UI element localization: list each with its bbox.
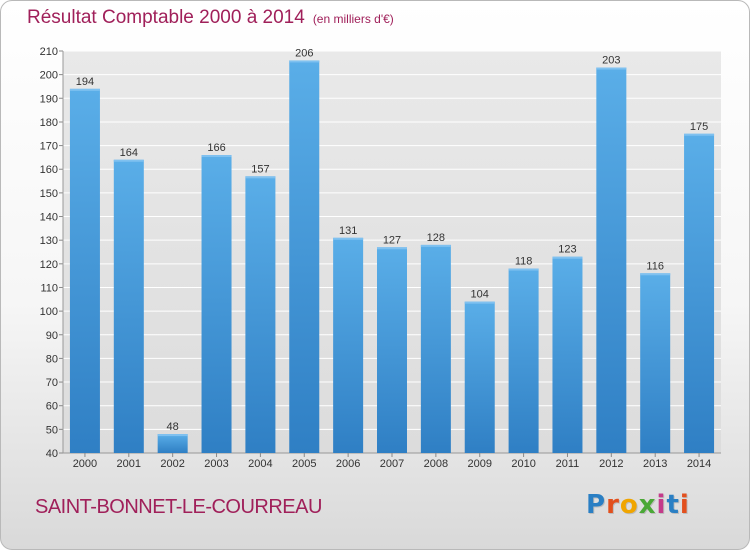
bar-highlight	[69, 88, 100, 91]
bar	[113, 159, 144, 453]
title-text: Résultat Comptable 2000 à 2014	[27, 7, 305, 28]
x-tick-label: 2005	[292, 458, 316, 470]
x-tick-label: 2012	[599, 458, 623, 470]
y-tick-label: 70	[46, 377, 58, 389]
bar	[377, 247, 407, 453]
logo-letter: r	[606, 490, 620, 520]
bar	[596, 67, 627, 453]
x-tick-label: 2007	[380, 458, 404, 470]
data-label: 127	[383, 234, 401, 246]
bar	[333, 237, 364, 453]
bar-highlight	[289, 60, 320, 63]
data-label: 123	[558, 244, 576, 256]
x-tick-label: 2002	[160, 458, 184, 470]
chart-subtitle: (en milliers d'€)	[312, 12, 394, 26]
y-tick-label: 170	[40, 141, 58, 153]
bar-highlight	[245, 176, 276, 179]
data-label: 118	[515, 256, 533, 268]
data-label: 128	[427, 232, 445, 244]
logo-letter: t	[666, 490, 680, 520]
y-tick-label: 190	[40, 93, 58, 105]
y-tick-label: 160	[40, 164, 58, 176]
bar-highlight	[201, 155, 232, 158]
x-tick-label: 2006	[336, 458, 360, 470]
bar	[640, 273, 671, 453]
data-label: 203	[602, 55, 620, 67]
data-label: 104	[471, 289, 489, 301]
x-tick-label: 2001	[117, 458, 141, 470]
bar-highlight	[377, 247, 407, 250]
data-label: 48	[167, 421, 179, 433]
bar-highlight	[640, 273, 671, 276]
logo-letter: i	[656, 490, 667, 520]
bar	[69, 88, 100, 453]
x-tick-label: 2009	[467, 458, 491, 470]
bar-highlight	[464, 301, 495, 304]
data-label: 206	[295, 47, 313, 59]
x-tick-label: 2008	[424, 458, 448, 470]
y-tick-label: 210	[40, 46, 58, 58]
bar	[157, 434, 188, 453]
x-tick-label: 2000	[73, 458, 97, 470]
data-label: 175	[690, 121, 708, 133]
y-tick-label: 80	[46, 353, 58, 365]
bar	[684, 133, 715, 453]
x-tick-label: 2004	[248, 458, 272, 470]
y-tick-label: 200	[40, 70, 58, 82]
bar	[552, 256, 583, 453]
y-tick-label: 60	[46, 401, 58, 413]
logo-letter: x	[638, 490, 657, 520]
bar	[420, 244, 451, 453]
y-tick-label: 40	[46, 448, 58, 460]
commune-name: SAINT-BONNET-LE-COURREAU	[35, 496, 322, 518]
bar-highlight	[113, 159, 144, 162]
x-tick-label: 2011	[556, 458, 580, 470]
logo-letter: i	[679, 490, 690, 520]
bar-highlight	[420, 244, 451, 247]
bar	[201, 155, 232, 453]
y-tick-label: 110	[40, 282, 58, 294]
data-label: 164	[120, 147, 138, 159]
bar	[508, 268, 539, 453]
x-tick-label: 2013	[643, 458, 667, 470]
y-tick-label: 100	[40, 306, 58, 318]
bar-highlight	[684, 133, 715, 136]
bar	[245, 176, 276, 453]
bar	[289, 60, 320, 453]
y-tick-label: 50	[46, 424, 58, 436]
proxiti-logo: Proxiti	[586, 490, 690, 520]
logo-letter: P	[586, 490, 607, 520]
data-label: 166	[207, 142, 225, 154]
y-tick-label: 140	[40, 212, 58, 224]
chart-title: Résultat Comptable 2000 à 2014 (en millie…	[27, 7, 394, 29]
x-tick-label: 2014	[687, 458, 711, 470]
y-tick-label: 90	[46, 330, 58, 342]
bar-highlight	[157, 434, 188, 437]
bar	[464, 301, 495, 453]
bar-highlight	[596, 67, 627, 70]
y-tick-label: 120	[40, 259, 58, 271]
data-label: 131	[339, 225, 357, 237]
y-tick-label: 150	[40, 188, 58, 200]
data-label: 116	[646, 260, 664, 272]
bar-highlight	[508, 268, 539, 271]
bar-highlight	[333, 237, 364, 240]
data-label: 157	[251, 163, 269, 175]
y-tick-label: 180	[40, 117, 58, 129]
x-tick-label: 2010	[511, 458, 535, 470]
y-tick-label: 130	[40, 235, 58, 247]
data-label: 194	[76, 76, 94, 88]
bar-highlight	[552, 256, 583, 259]
logo-letter: o	[619, 490, 639, 520]
x-tick-label: 2003	[204, 458, 228, 470]
